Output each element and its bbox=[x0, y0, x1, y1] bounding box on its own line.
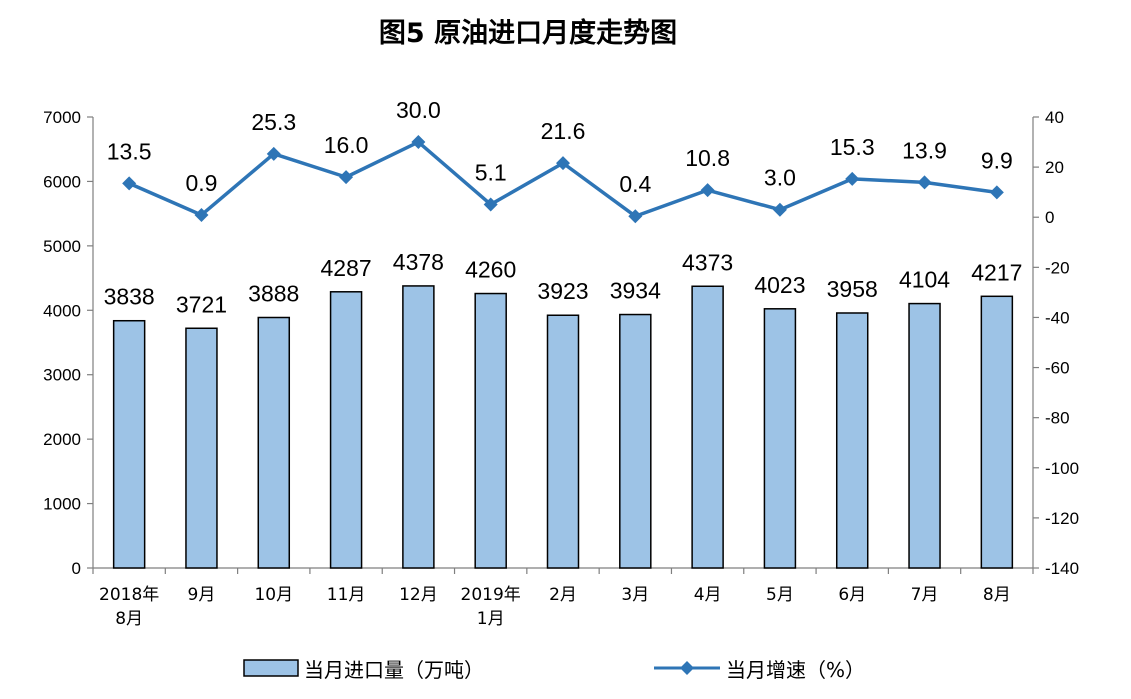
right-tick-label: -140 bbox=[1045, 559, 1079, 578]
bar bbox=[474, 292, 507, 569]
bar bbox=[763, 308, 797, 569]
line-point-marker bbox=[772, 202, 787, 217]
line-point-marker bbox=[628, 209, 643, 224]
bar-value-label: 4378 bbox=[393, 249, 444, 275]
left-tick-label: 3000 bbox=[43, 366, 81, 385]
legend-bar-label: 当月进口量（万吨） bbox=[304, 658, 484, 682]
bar bbox=[835, 312, 869, 569]
bar bbox=[980, 295, 1014, 569]
right-tick-label: -60 bbox=[1045, 359, 1070, 378]
line-point-marker bbox=[122, 176, 137, 191]
line-value-label: 30.0 bbox=[396, 97, 441, 123]
bar-value-label: 3958 bbox=[827, 276, 878, 302]
line-point-marker bbox=[411, 135, 426, 150]
left-tick-label: 7000 bbox=[43, 108, 81, 127]
line-point-marker bbox=[700, 183, 715, 198]
left-tick-label: 6000 bbox=[43, 172, 81, 191]
left-tick-label: 0 bbox=[72, 559, 81, 578]
line-value-label: 25.3 bbox=[251, 109, 296, 135]
x-tick-label: 8月 bbox=[983, 585, 1011, 605]
x-tick-label: 12月 bbox=[399, 585, 438, 605]
x-tick-label: 1月 bbox=[477, 609, 505, 629]
line-value-label: 0.4 bbox=[619, 171, 651, 197]
x-tick-label: 5月 bbox=[766, 585, 794, 605]
line-value-label: 16.0 bbox=[324, 132, 369, 158]
x-tick-label: 8月 bbox=[115, 609, 143, 629]
x-tick-label: 9月 bbox=[188, 585, 216, 605]
left-tick-label: 5000 bbox=[43, 237, 81, 256]
legend-bar-swatch bbox=[243, 659, 299, 677]
legend-line-marker bbox=[680, 661, 694, 675]
bar bbox=[546, 314, 580, 569]
line-value-label: 21.6 bbox=[541, 118, 586, 144]
line-point-marker bbox=[556, 156, 570, 171]
x-tick-label: 11月 bbox=[327, 585, 366, 605]
line-point-marker bbox=[989, 185, 1004, 200]
right-tick-label: 20 bbox=[1045, 158, 1064, 177]
bar bbox=[257, 316, 291, 569]
bar-value-label: 3888 bbox=[248, 281, 299, 307]
line-value-label: 5.1 bbox=[475, 159, 507, 185]
bar bbox=[112, 319, 146, 569]
right-tick-label: -120 bbox=[1045, 509, 1079, 528]
bar bbox=[619, 313, 652, 569]
bar-value-label: 3838 bbox=[104, 284, 155, 310]
bar bbox=[185, 327, 218, 569]
line-value-label: 13.9 bbox=[902, 137, 947, 163]
bar-value-label: 4023 bbox=[754, 272, 805, 298]
line-point-marker bbox=[194, 207, 209, 222]
x-tick-label: 7月 bbox=[911, 585, 939, 605]
bar bbox=[402, 285, 435, 569]
bar-value-label: 3934 bbox=[610, 278, 661, 304]
axes: 0 1000 2000 3000 4000 5000 6000 7000 -140 -120 -10… bbox=[43, 108, 1079, 578]
x-tick-label: 2月 bbox=[549, 585, 577, 605]
bar-value-label: 4373 bbox=[682, 249, 733, 275]
bar bbox=[329, 291, 363, 569]
line-value-label: 9.9 bbox=[981, 147, 1013, 173]
bar-value-label: 4260 bbox=[465, 257, 516, 283]
line-value-label: 15.3 bbox=[830, 134, 875, 160]
bar-series: 3838 3721 3888 4287 4378 4260 3923 3934 4373 4023… bbox=[104, 249, 1022, 569]
line-value-label: 0.9 bbox=[185, 170, 217, 196]
bar bbox=[908, 302, 941, 569]
bar bbox=[691, 285, 724, 569]
line-value-label: 10.8 bbox=[685, 145, 730, 171]
right-tick-label: -100 bbox=[1045, 459, 1079, 478]
left-tick-label: 4000 bbox=[43, 301, 81, 320]
x-tick-label: 2019年 bbox=[461, 585, 521, 605]
x-tick-label: 3月 bbox=[621, 585, 649, 605]
bar-value-label: 3721 bbox=[176, 291, 227, 317]
right-tick-label: -80 bbox=[1045, 409, 1070, 428]
left-tick-label: 2000 bbox=[43, 430, 81, 449]
right-tick-label: 40 bbox=[1045, 108, 1064, 127]
line-value-label: 13.5 bbox=[107, 138, 152, 164]
line-point-marker bbox=[483, 197, 498, 212]
right-tick-label: -40 bbox=[1045, 308, 1070, 327]
x-tick-label: 4月 bbox=[694, 585, 722, 605]
bar-value-label: 4104 bbox=[899, 267, 950, 293]
x-axis-ticks: 2018年 8月 9月 10月 11月 12月 2019年 1月 2月 3月 4月 5月 6月 7月 8月 bbox=[99, 585, 1011, 629]
line-point-marker bbox=[339, 170, 354, 185]
bar-value-label: 3923 bbox=[537, 278, 588, 304]
line-point-marker bbox=[845, 171, 860, 186]
line-value-label: 3.0 bbox=[764, 165, 796, 191]
right-tick-label: 0 bbox=[1045, 208, 1054, 227]
left-tick-label: 1000 bbox=[43, 495, 81, 514]
line-point-marker bbox=[266, 146, 281, 161]
right-tick-label: -20 bbox=[1045, 258, 1070, 277]
legend-line-label: 当月增速（%） bbox=[726, 658, 865, 682]
bar-value-label: 4217 bbox=[971, 259, 1022, 285]
x-tick-label: 6月 bbox=[838, 585, 866, 605]
line-series: 13.5 0.9 25.3 16.0 30.0 5.1 21.6 0.4 10.8 3.0 15.3… bbox=[107, 97, 1013, 224]
line-point-marker bbox=[917, 175, 932, 190]
x-tick-label: 2018年 bbox=[99, 585, 159, 605]
bar-value-label: 4287 bbox=[320, 255, 371, 281]
legend: 当月进口量（万吨） 当月增速（%） bbox=[243, 658, 865, 682]
chart-title: 图5 原油进口月度走势图 bbox=[379, 17, 677, 49]
x-tick-label: 10月 bbox=[254, 585, 293, 605]
